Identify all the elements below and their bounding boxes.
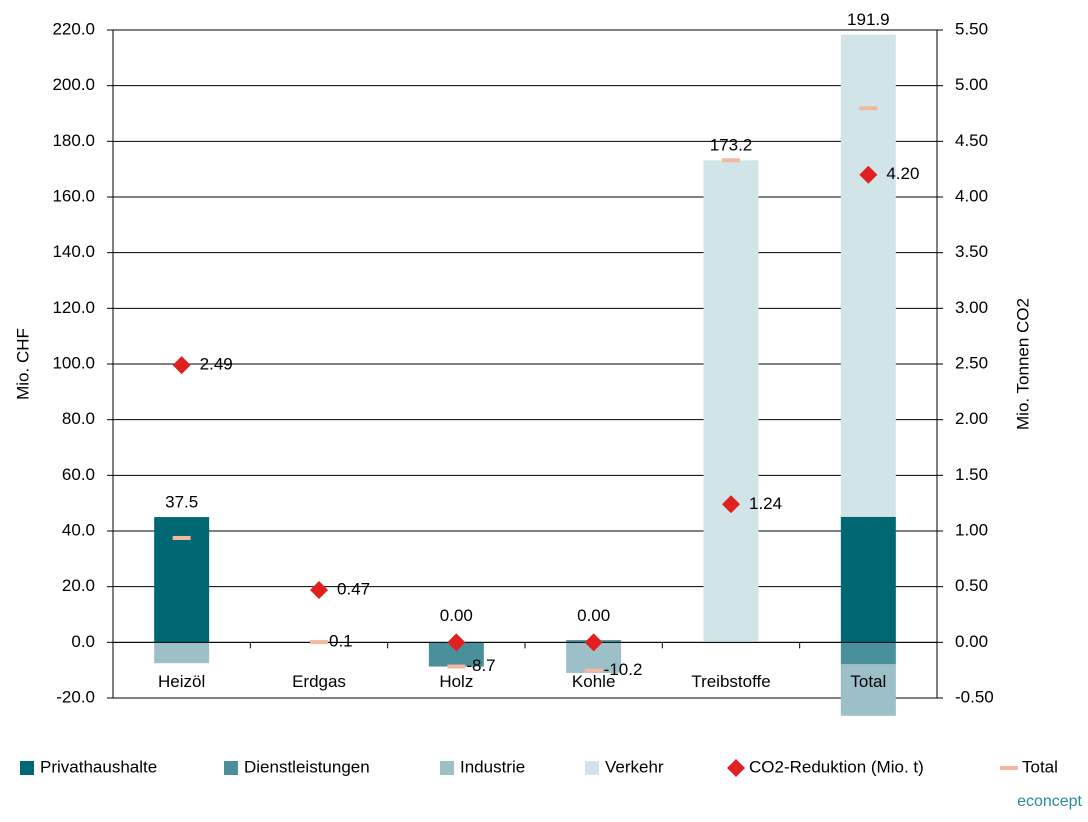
y2-tick-label: 4.00	[955, 186, 988, 205]
y2-tick-label: 3.00	[955, 298, 988, 317]
y-tick-label: 60.0	[62, 465, 95, 484]
legend-swatch	[727, 759, 745, 777]
y-tick-label: 140.0	[52, 242, 95, 261]
y-tick-label: 40.0	[62, 520, 95, 539]
total-marker	[447, 665, 465, 669]
y2-tick-label: 3.50	[955, 242, 988, 261]
bar	[841, 642, 896, 664]
bar	[154, 517, 209, 642]
legend-label: Verkehr	[605, 757, 664, 776]
total-marker	[310, 640, 328, 644]
co2-label: 0.00	[440, 606, 473, 625]
y-tick-label: 160.0	[52, 186, 95, 205]
y-axis-label: Mio. CHF	[13, 328, 32, 400]
x-tick-label: Heizöl	[158, 672, 205, 691]
co2-label: 0.47	[337, 579, 370, 598]
y2-tick-label: 1.50	[955, 465, 988, 484]
y-tick-label: 180.0	[52, 131, 95, 150]
y-tick-label: 120.0	[52, 298, 95, 317]
co2-label: 2.49	[200, 355, 233, 374]
y-tick-label: 100.0	[52, 353, 95, 372]
y-tick-label: 0.0	[71, 632, 95, 651]
total-marker	[859, 106, 877, 110]
total-marker	[722, 158, 740, 162]
total-label: -10.2	[604, 660, 643, 679]
x-tick-label: Total	[850, 672, 886, 691]
source: econcept	[1017, 793, 1082, 810]
co2-label: 0.00	[577, 606, 610, 625]
legend-label: Dienstleistungen	[244, 757, 370, 776]
co2-label: 1.24	[749, 494, 782, 513]
y2-tick-label: 2.00	[955, 409, 988, 428]
bar	[154, 642, 209, 663]
y-tick-label: -20.0	[56, 687, 95, 706]
co2-marker	[310, 581, 328, 599]
y2-tick-label: 5.50	[955, 19, 988, 38]
x-tick-label: Erdgas	[292, 672, 346, 691]
y2-tick-label: -0.50	[955, 687, 994, 706]
total-label: 173.2	[710, 136, 753, 155]
legend-label: Total	[1022, 757, 1058, 776]
legend-label: Industrie	[460, 757, 525, 776]
y2-tick-label: 5.00	[955, 75, 988, 94]
bar	[704, 160, 759, 642]
y-tick-label: 220.0	[52, 19, 95, 38]
y2-tick-label: 1.00	[955, 520, 988, 539]
y-tick-label: 20.0	[62, 576, 95, 595]
legend-label: Privathaushalte	[40, 757, 157, 776]
total-label: -8.7	[466, 656, 495, 675]
y2-axis-label: Mio. Tonnen CO2	[1013, 298, 1032, 430]
total-label: 37.5	[165, 493, 198, 512]
y-tick-label: 80.0	[62, 409, 95, 428]
legend-swatch	[224, 761, 238, 775]
co2-label: 4.20	[886, 164, 919, 183]
x-tick-label: Treibstoffe	[691, 672, 770, 691]
total-label: 191.9	[847, 10, 890, 29]
legend-swatch	[20, 761, 34, 775]
total-label: 0.1	[329, 632, 353, 651]
y-tick-label: 200.0	[52, 75, 95, 94]
legend-swatch	[585, 761, 599, 775]
legend-label: CO2-Reduktion (Mio. t)	[749, 757, 924, 776]
y2-tick-label: 2.50	[955, 353, 988, 372]
total-marker	[585, 669, 603, 673]
legend-swatch	[440, 761, 454, 775]
y2-tick-label: 0.00	[955, 632, 988, 651]
y2-tick-label: 4.50	[955, 131, 988, 150]
co2-marker	[173, 356, 191, 374]
bar	[841, 517, 896, 643]
y2-tick-label: 0.50	[955, 576, 988, 595]
total-marker	[173, 536, 191, 540]
legend-swatch	[1000, 766, 1018, 770]
